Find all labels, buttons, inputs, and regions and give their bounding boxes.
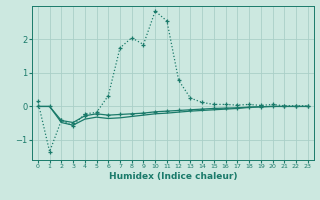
X-axis label: Humidex (Indice chaleur): Humidex (Indice chaleur): [108, 172, 237, 181]
